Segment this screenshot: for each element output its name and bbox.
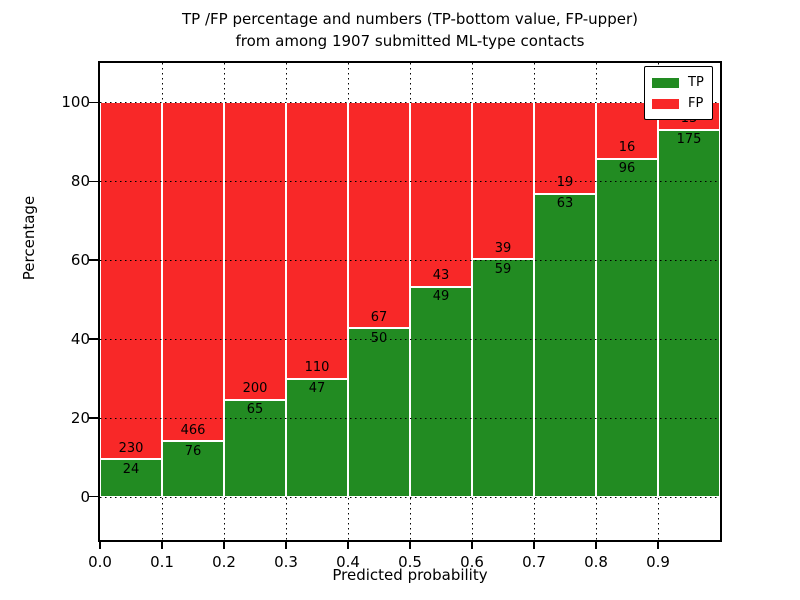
bar-tp-label: 50 [370,330,388,346]
y-axis-tick [89,338,98,340]
bar-fp-label: 19 [556,175,574,191]
x-axis-tick [595,540,597,549]
y-tick-label: 0 [80,487,90,506]
bar-tp-label: 47 [308,381,326,397]
bar-tp-label: 63 [556,196,574,212]
bar-tp-segment [348,328,410,497]
bar-fp-segment [472,102,534,260]
x-tick-label: 0.4 [336,553,360,571]
gridline-horizontal [100,102,720,104]
x-tick-label: 0.1 [150,553,174,571]
x-tick-label: 0.8 [584,553,608,571]
x-tick-label: 0.0 [88,553,112,571]
x-axis-tick [657,540,659,549]
bar-fp-label: 230 [118,440,144,456]
bar-fp-segment [286,102,348,379]
bar-fp-segment [410,102,472,287]
legend-item-tp: TP [652,72,705,93]
gridline-horizontal [100,496,720,498]
bar-fp-label: 43 [432,268,450,284]
x-axis-tick [99,540,101,549]
legend: TP FP [644,66,713,120]
bar-tp-label: 24 [122,461,140,477]
x-tick-label: 0.3 [274,553,298,571]
gridline-horizontal [100,338,720,340]
y-axis-tick [89,180,98,182]
plot-area: TP FP 230 24 466 76 200 65 110 47 67 50 43 49 39 59 19 6… [61,61,722,571]
bar-tp-label: 175 [676,132,702,148]
bar-fp-segment [100,102,162,460]
bar-tp-label: 96 [618,161,636,177]
bar-tp-label: 59 [494,261,512,277]
chart-title-line1: TP /FP percentage and numbers (TP-bottom… [182,10,638,28]
x-tick-label: 0.7 [522,553,546,571]
bar-fp-label: 466 [180,422,206,438]
x-tick-label: 0.6 [460,553,484,571]
x-tick-label: 0.9 [646,553,670,571]
chart-title-line2: from among 1907 submitted ML-type contac… [235,32,585,50]
bar-tp-label: 49 [432,289,450,305]
legend-label: TP [688,75,704,90]
bar-tp-segment [472,259,534,497]
bar-fp-label: 67 [370,309,388,325]
chart-title: TP /FP percentage and numbers (TP-bottom… [100,8,720,52]
y-axis-tick [89,495,98,498]
bar-fp-label: 39 [494,240,512,256]
x-axis-tick [533,540,535,549]
legend-swatch-tp [652,77,679,88]
legend-label: FP [688,96,704,111]
y-tick-label: 80 [70,172,90,191]
y-axis-tick [89,101,98,104]
x-tick-label: 0.5 [398,553,422,571]
bar-fp-label: 110 [304,360,330,376]
x-axis-tick [161,540,163,549]
x-axis-tick [223,540,225,549]
bar-tp-segment [100,459,162,497]
y-tick-label: 100 [61,93,90,112]
gridline-horizontal [100,417,720,419]
bar-fp-segment [534,102,596,194]
legend-swatch-fp [652,98,679,109]
bar-tp-segment [596,158,658,497]
bar-tp-segment [224,399,286,497]
bar-tp-segment [410,286,472,497]
bar-fp-segment [348,102,410,329]
bar-tp-label: 76 [184,443,202,459]
bar-tp-segment [658,129,720,497]
x-tick-label: 0.2 [212,553,236,571]
bar-tp-segment [534,193,596,497]
x-axis-tick [471,540,473,549]
y-tick-label: 60 [70,251,90,270]
bar-fp-segment [224,102,286,400]
x-axis-tick [409,540,411,549]
y-axis-label: Percentage [20,195,38,281]
bar-tp-label: 65 [246,402,264,418]
gridline-horizontal [100,260,720,262]
bar-tp-segment [162,441,224,497]
gridline-horizontal [100,181,720,183]
x-axis-label: Predicted probability [332,566,488,584]
bar-fp-segment [162,102,224,442]
y-tick-label: 20 [70,408,90,427]
legend-item-fp: FP [652,93,705,114]
y-axis-tick [89,259,98,261]
bar-fp-label: 200 [242,381,268,397]
bar-fp-label: 16 [618,140,636,156]
y-tick-label: 40 [70,329,90,348]
y-axis-tick [89,417,98,419]
x-axis-tick [285,540,287,549]
bar-tp-segment [286,378,348,497]
x-axis-tick [347,540,349,549]
